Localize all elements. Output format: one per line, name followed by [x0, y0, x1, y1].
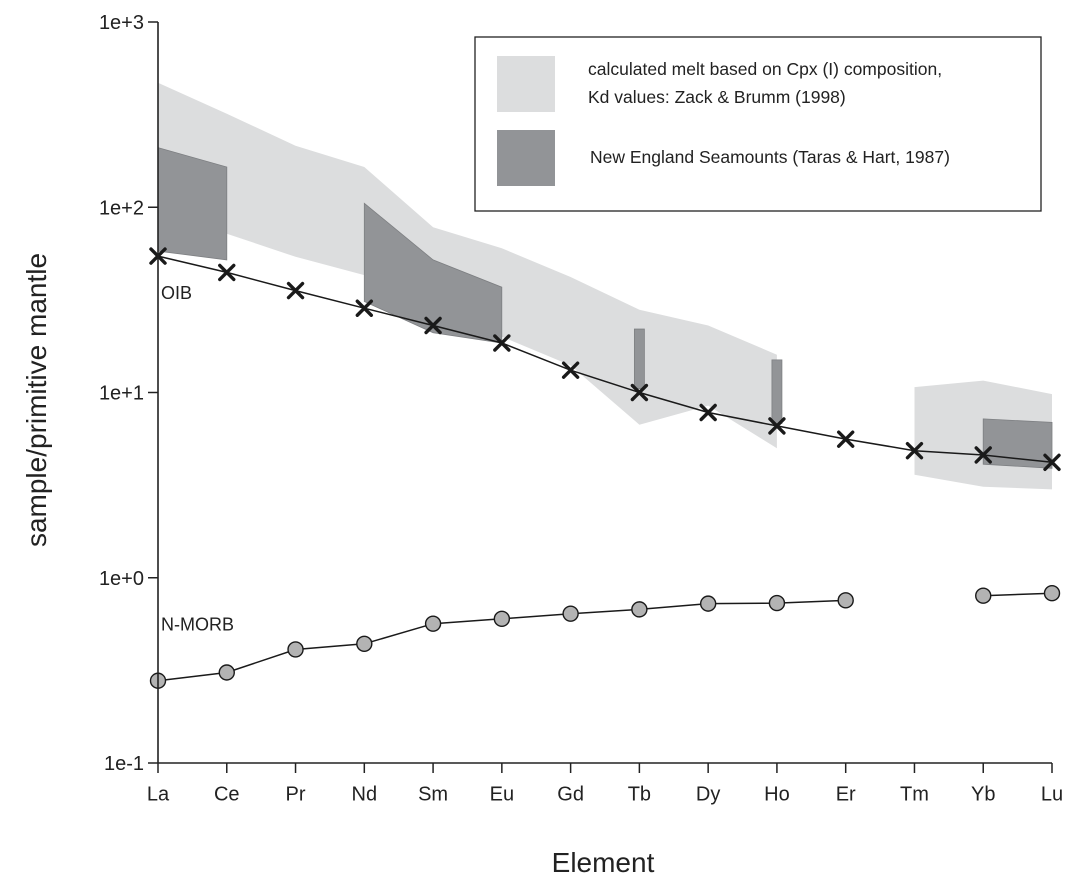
- x-tick-label-nd: Nd: [352, 784, 378, 806]
- x-tick-label-ce: Ce: [214, 784, 240, 806]
- annotations-layer: OIB N-MORB: [161, 283, 234, 634]
- legend-item-0: calculated melt based on Cpx (I) composi…: [497, 56, 942, 112]
- legend-label-1-line-0: New England Seamounts (Taras & Hart, 198…: [590, 147, 950, 167]
- n-morb-point-gd: [562, 605, 579, 622]
- oib-point-er: [836, 430, 855, 448]
- legend-swatch-1: [497, 130, 555, 186]
- oib-point-yb: [974, 446, 992, 464]
- n-morb-point-sm: [424, 615, 442, 632]
- oib-point-dy: [699, 403, 717, 422]
- oib-point-sm: [424, 316, 442, 335]
- x-tick-label-sm: Sm: [418, 784, 448, 806]
- bands-layer: [157, 82, 1053, 490]
- y-tick-label-1: 1e+0: [99, 568, 144, 590]
- oib-point-eu: [493, 334, 511, 352]
- legend-label-0-line-0: calculated melt based on Cpx (I) composi…: [588, 59, 942, 79]
- x-tick-label-dy: Dy: [696, 784, 720, 806]
- oib-line-0: [157, 255, 1053, 464]
- band-0-segment-0: [158, 82, 777, 449]
- n-morb-point-nd: [356, 635, 373, 653]
- band-1-segment-4: [982, 418, 1053, 469]
- x-tick-label-tb: Tb: [628, 784, 651, 806]
- oib-point-tb: [630, 383, 649, 402]
- y-tick-label-3: 1e+2: [99, 197, 144, 219]
- x-tick-label-er: Er: [836, 784, 856, 806]
- y-ticks: 1e-1 1e+0 1e+1 1e+2 1e+3: [99, 12, 158, 775]
- legend-items: calculated melt based on Cpx (I) composi…: [497, 56, 950, 186]
- oib-point-ho: [768, 417, 786, 435]
- x-tick-label-ho: Ho: [764, 784, 790, 806]
- band-1-segment-2: [633, 328, 645, 389]
- n-morb-line-1: [983, 592, 1053, 597]
- x-tick-label-gd: Gd: [557, 784, 584, 806]
- n-morb-point-er: [837, 592, 854, 609]
- n-morb-point-eu: [493, 610, 511, 628]
- oib-point-nd: [355, 299, 374, 317]
- x-tick-label-pr: Pr: [286, 784, 306, 806]
- oib-point-lu: [1043, 453, 1061, 471]
- oib-point-tm: [905, 442, 924, 460]
- n-morb-point-dy: [699, 595, 717, 612]
- oib-point-ce: [218, 263, 236, 282]
- y-axis-title: sample/primitive mantle: [21, 253, 52, 547]
- n-morb-point-ho: [768, 594, 786, 612]
- legend-item-1: New England Seamounts (Taras & Hart, 198…: [497, 130, 950, 186]
- band-1-segment-3: [771, 359, 783, 424]
- x-ticks: La Ce Pr Nd Sm Eu Gd Tb Dy Ho Er Tm Yb Lu: [147, 763, 1063, 806]
- x-tick-label-tm: Tm: [900, 784, 929, 806]
- n-morb-point-tb: [631, 601, 648, 618]
- band-1-segment-0: [157, 147, 228, 261]
- annotation-n-morb: N-MORB: [161, 614, 234, 634]
- x-tick-label-la: La: [147, 784, 170, 806]
- annotation-oib: OIB: [161, 283, 192, 303]
- x-tick-label-eu: Eu: [490, 784, 514, 806]
- x-tick-label-lu: Lu: [1041, 784, 1063, 806]
- oib-point-gd: [561, 361, 580, 379]
- legend-box: [474, 36, 1042, 212]
- n-morb-point-lu: [1043, 585, 1061, 602]
- oib-point-pr: [286, 281, 305, 300]
- legend: calculated melt based on Cpx (I) composi…: [474, 36, 1042, 212]
- legend-swatch-0: [497, 56, 555, 112]
- y-tick-label-2: 1e+1: [99, 383, 144, 405]
- x-axis-title: Element: [552, 847, 655, 877]
- n-morb-point-pr: [287, 641, 304, 658]
- y-tick-label-0: 1e-1: [104, 753, 144, 775]
- legend-label-0-line-1: Kd values: Zack & Brumm (1998): [588, 87, 846, 107]
- n-morb-point-ce: [218, 664, 235, 681]
- y-tick-label-4: 1e+3: [99, 12, 144, 34]
- x-tick-label-yb: Yb: [971, 784, 995, 806]
- n-morb-point-yb: [975, 587, 992, 604]
